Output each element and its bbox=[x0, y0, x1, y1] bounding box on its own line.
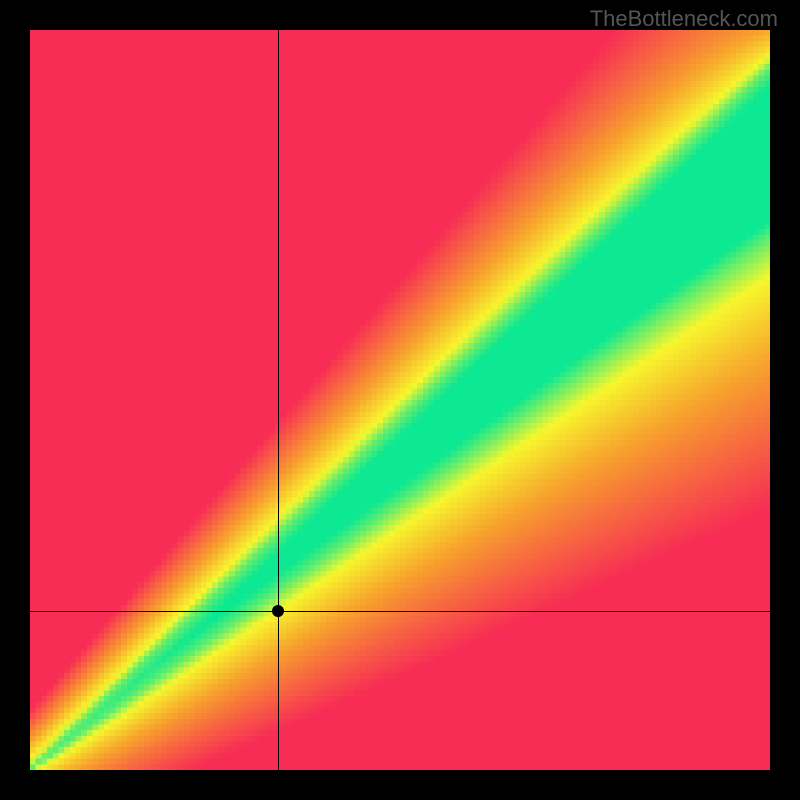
crosshair-horizontal bbox=[30, 611, 770, 612]
crosshair-vertical bbox=[278, 30, 279, 770]
crosshair-marker bbox=[272, 605, 284, 617]
chart-frame: TheBottleneck.com bbox=[0, 0, 800, 800]
watermark-text: TheBottleneck.com bbox=[590, 6, 778, 32]
heatmap-canvas bbox=[30, 30, 770, 770]
heatmap-plot-area bbox=[30, 30, 770, 770]
